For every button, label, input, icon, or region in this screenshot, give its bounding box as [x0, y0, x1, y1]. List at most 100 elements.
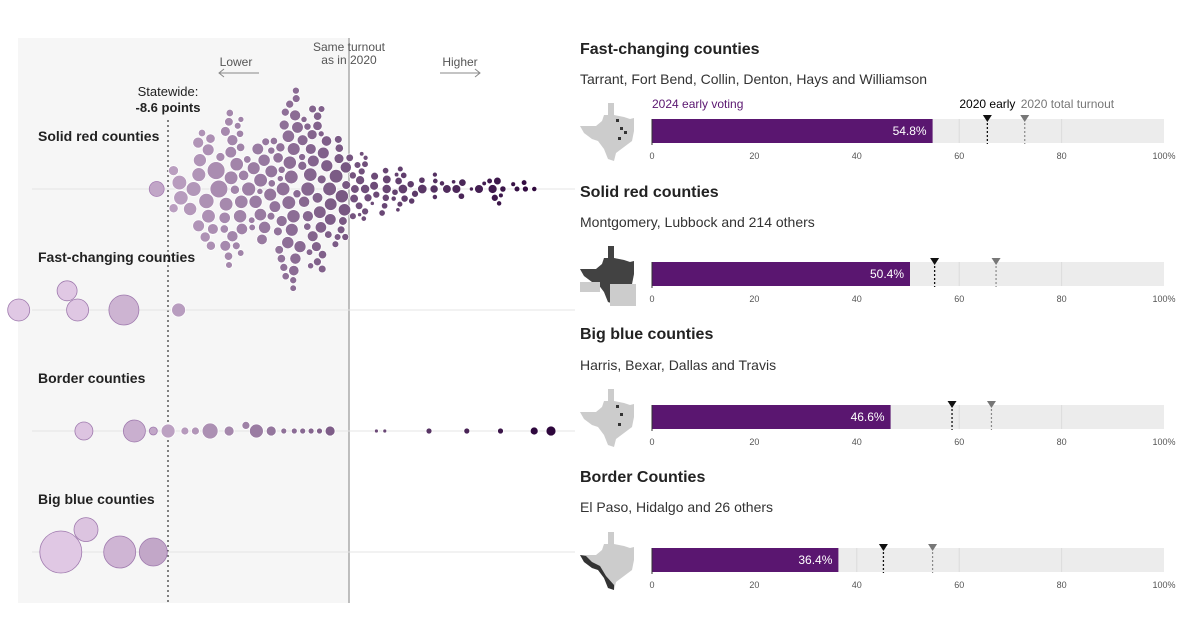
- early-voting-panels: Fast-changing counties Tarrant, Fort Ben…: [575, 0, 1188, 636]
- county-bubble-solid-red: [224, 117, 234, 127]
- panel-subtitle-border: El Paso, Hidalgo and 26 others: [580, 499, 773, 515]
- county-bubble-solid-red: [207, 223, 219, 235]
- county-bubble-solid-red: [275, 181, 291, 197]
- county-bubble-solid-red: [496, 200, 503, 207]
- county-bubble-solid-red: [269, 136, 278, 146]
- county-bubble: [160, 423, 176, 439]
- county-bubble: [201, 422, 219, 440]
- panel-subtitle-solid-red: Montgomery, Lubbock and 214 others: [580, 214, 815, 230]
- county-bubble-solid-red: [328, 169, 344, 184]
- group-title-solid-red: Solid red counties: [38, 128, 160, 144]
- early-2020-marker: [878, 544, 888, 551]
- county-bubble-solid-red: [273, 226, 283, 237]
- county-bubble-solid-red: [397, 183, 408, 195]
- county-bubble-solid-red: [312, 120, 323, 131]
- county-bubble-solid-red: [168, 165, 179, 176]
- county-bubble-solid-red: [298, 153, 306, 161]
- county-bubble-solid-red: [253, 173, 268, 188]
- county-bubble-solid-red: [432, 177, 439, 185]
- solid-red-swarm: [148, 86, 538, 292]
- county-bubble-solid-red: [205, 240, 216, 251]
- higher-label: Higher: [442, 55, 477, 69]
- axis-tick-label: 80: [1057, 437, 1067, 447]
- county-bubble-solid-red: [193, 153, 207, 168]
- county-bubble-solid-red: [224, 146, 237, 159]
- lower-label: Lower: [220, 55, 253, 69]
- county-bubble-solid-red: [241, 181, 257, 197]
- axis-tick-label: 100%: [1152, 437, 1175, 447]
- county-bubble: [103, 535, 137, 569]
- early-voting-2024-bar: [652, 119, 933, 143]
- county-bubble-solid-red: [331, 240, 340, 248]
- county-bubble-solid-red: [191, 167, 207, 182]
- county-bubble-solid-red: [458, 178, 467, 187]
- county-bubble-solid-red: [215, 152, 226, 162]
- county-bubble: [299, 427, 307, 435]
- axis-tick-label: 20: [749, 580, 759, 590]
- county-bubble-solid-red: [282, 155, 297, 170]
- county-bubble-solid-red: [192, 219, 205, 233]
- county-bubble: [73, 517, 99, 542]
- county-bubble: [74, 421, 94, 441]
- county-bubble-solid-red: [498, 192, 504, 199]
- county-bubble-solid-red: [308, 104, 317, 114]
- axis-tick-label: 0: [649, 580, 654, 590]
- county-bubble-solid-red: [397, 165, 404, 173]
- county-bubble-solid-red: [336, 225, 346, 235]
- axis-tick-label: 100%: [1152, 580, 1175, 590]
- county-bubble-solid-red: [238, 169, 250, 181]
- same-turnout-label-line2: as in 2020: [321, 53, 377, 67]
- county-bubble-solid-red: [281, 236, 295, 250]
- county-bubble-solid-red: [233, 209, 248, 224]
- county-bubble-solid-red: [395, 207, 401, 213]
- county-bubble-solid-red: [229, 157, 244, 172]
- county-bubble-solid-red: [205, 133, 216, 144]
- county-bubble-solid-red: [235, 222, 248, 236]
- county-bubble-solid-red: [531, 186, 538, 192]
- county-bubble-solid-red: [334, 143, 344, 153]
- county-bubble: [66, 298, 89, 322]
- county-bubble: [138, 537, 168, 567]
- county-bubble-solid-red: [278, 119, 290, 131]
- county-bubble-solid-red: [391, 188, 399, 196]
- county-bubble-solid-red: [261, 137, 270, 147]
- legend-2020-total-turnout: 2020 total turnout: [1021, 97, 1115, 111]
- county-bubble-solid-red: [276, 254, 286, 264]
- county-bubble-solid-red: [451, 184, 462, 194]
- county-bubble-solid-red: [225, 261, 233, 269]
- left-arrow-icon: [218, 68, 259, 78]
- county-bubble-solid-red: [381, 193, 390, 202]
- statewide-value: -8.6 points: [135, 100, 200, 115]
- county-bubble-solid-red: [490, 193, 499, 202]
- county-bubble-solid-red: [382, 174, 392, 185]
- county-bubble-solid-red: [232, 241, 241, 251]
- county-bubble-solid-red: [322, 181, 337, 197]
- county-bubble-solid-red: [317, 105, 326, 113]
- county-bubble: [529, 426, 539, 436]
- county-bubble-solid-red: [381, 202, 389, 210]
- total-2020-marker: [986, 401, 996, 408]
- county-bubble-solid-red: [303, 222, 312, 231]
- early-2020-marker: [930, 258, 940, 265]
- county-bubble-solid-red: [359, 151, 365, 157]
- county-bubble-solid-red: [173, 190, 189, 206]
- county-bubble-solid-red: [257, 153, 271, 167]
- axis-tick-label: 80: [1057, 580, 1067, 590]
- county-bubble-solid-red: [354, 201, 364, 210]
- county-bubble: [180, 426, 190, 436]
- county-bubble-solid-red: [393, 171, 400, 178]
- county-bubbles: [7, 280, 557, 574]
- county-bubble-solid-red: [285, 99, 295, 109]
- county-bubble-solid-red: [442, 184, 452, 194]
- county-bubble-solid-red: [218, 211, 231, 224]
- county-bubble-solid-red: [281, 272, 290, 281]
- county-bubble-solid-red: [267, 179, 276, 188]
- county-bubble: [39, 530, 83, 574]
- county-bubble-solid-red: [499, 185, 507, 193]
- county-bubble-solid-red: [324, 230, 333, 239]
- county-bubble-solid-red: [486, 177, 493, 185]
- county-bubble-solid-red: [235, 129, 245, 138]
- county-bubble-solid-red: [481, 180, 487, 187]
- county-bubble: [280, 427, 288, 435]
- county-bubble-solid-red: [411, 189, 419, 198]
